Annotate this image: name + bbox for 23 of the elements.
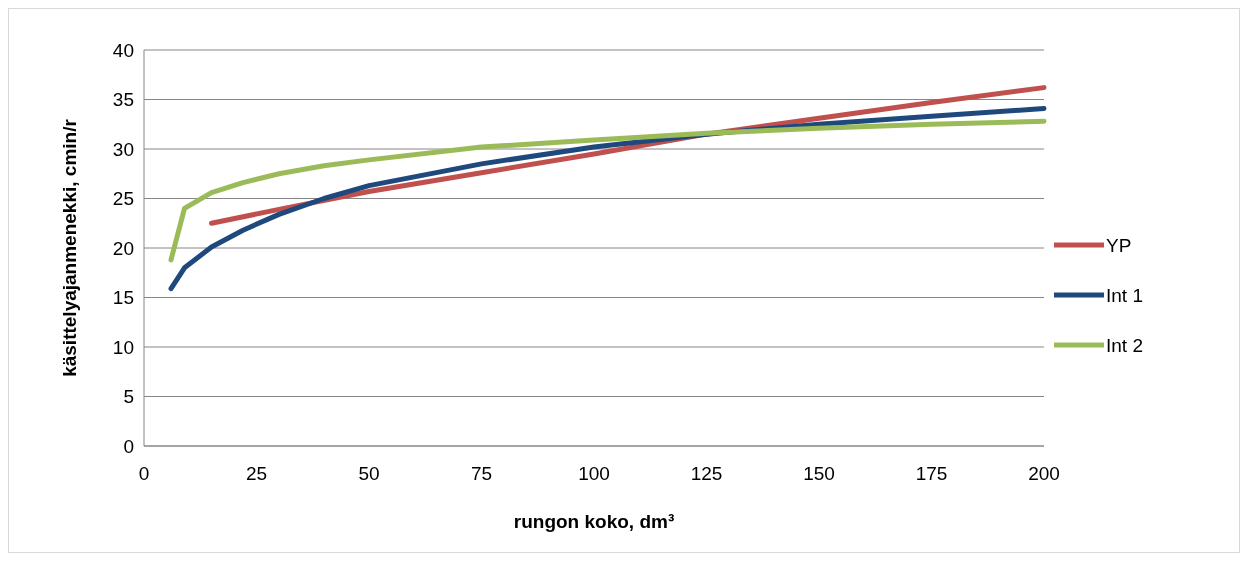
- y-tick-label: 30: [112, 138, 134, 160]
- y-tick-label: 5: [123, 386, 134, 408]
- legend-label: Int 2: [1106, 334, 1143, 356]
- x-tick-label: 150: [803, 463, 835, 484]
- x-tick-label: 100: [578, 463, 610, 484]
- x-tick-label: 175: [915, 463, 948, 484]
- x-axis-title: rungon koko, dm³: [513, 511, 675, 532]
- y-tick-label: 0: [123, 435, 134, 457]
- x-tick-label: 50: [358, 463, 380, 484]
- y-tick-label: 40: [112, 39, 134, 61]
- x-tick-label: 125: [690, 463, 723, 484]
- y-tick-label: 20: [112, 237, 134, 259]
- y-tick-label: 15: [112, 287, 134, 309]
- x-tick-label: 200: [1028, 463, 1060, 484]
- y-tick-label: 35: [112, 89, 134, 111]
- legend-label: Int 1: [1106, 284, 1143, 306]
- y-tick-label: 25: [112, 188, 134, 210]
- x-tick-label: 75: [470, 463, 493, 484]
- legend-label: YP: [1106, 234, 1132, 256]
- y-axis-title: käsittelyajanmenekki, cmin/r: [59, 118, 80, 377]
- y-tick-label: 10: [112, 336, 134, 358]
- x-tick-label: 0: [138, 463, 150, 484]
- x-tick-label: 25: [245, 463, 268, 484]
